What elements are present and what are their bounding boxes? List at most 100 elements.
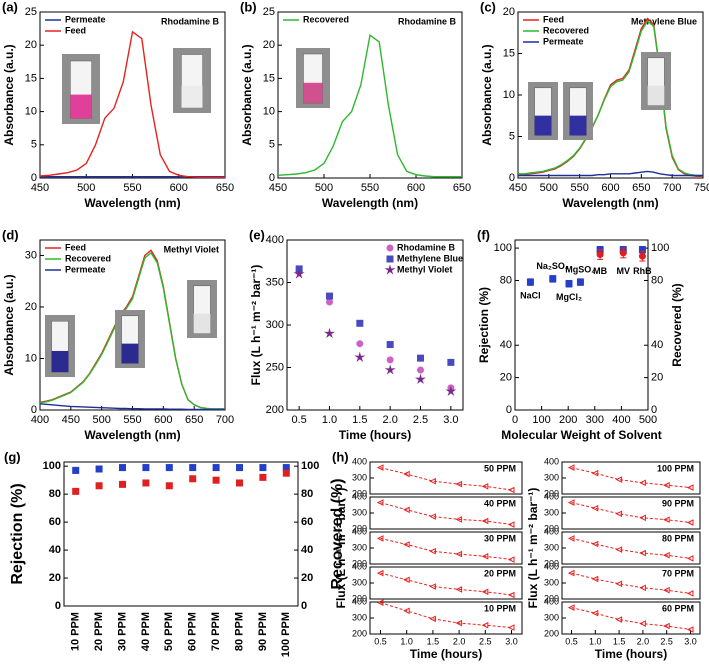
y-tick-label: 400 (352, 561, 367, 571)
inset-liquid (647, 85, 665, 106)
data-line (39, 403, 225, 411)
annotation: 30 PPM (484, 533, 516, 543)
marker (417, 354, 425, 362)
data-line (571, 607, 691, 630)
marker (686, 555, 694, 562)
annotation: 60 PPM (662, 603, 694, 613)
x-tick-label: 100 PPM (280, 612, 292, 657)
y-tick-label: 0 (31, 172, 37, 184)
marker (386, 341, 394, 349)
y-tick-label: 30 (25, 249, 37, 261)
y2-tick-label: 60 (301, 516, 313, 528)
marker (639, 479, 646, 487)
x-tick-label: 550 (123, 182, 141, 194)
marker (526, 278, 534, 286)
x-tick-label: 450 (31, 182, 49, 194)
data-line (518, 170, 703, 177)
marker (403, 541, 410, 548)
marker (615, 546, 623, 553)
x-axis-label: Wavelength (nm) (84, 428, 180, 442)
y-tick-label: 400 (266, 234, 284, 246)
y-tick-label: 200 (544, 558, 559, 568)
y-tick-label: 200 (352, 523, 367, 533)
x-tick-label: 2.5 (479, 636, 492, 646)
y-tick-label: 25 (25, 6, 37, 18)
marker (429, 615, 436, 623)
x-axis-label: Wavelength (nm) (562, 196, 658, 210)
legend-label: Permeate (543, 36, 584, 46)
inset-liquid (51, 350, 69, 373)
y-tick-label: 40 (500, 339, 512, 351)
y-tick-label: 40 (49, 544, 61, 556)
x-axis-label: Time (hours) (410, 647, 482, 661)
y-tick-label: 300 (544, 472, 559, 482)
data-line (518, 17, 703, 177)
x-tick-label: 500 (540, 182, 558, 194)
marker (415, 373, 426, 385)
marker (591, 609, 599, 617)
panel-label: (a) (2, 0, 18, 14)
marker (189, 475, 197, 483)
annotation: 100 PPM (657, 463, 694, 473)
data-line (39, 30, 225, 178)
y2-tick-label: 40 (651, 339, 663, 351)
y-tick-label: 15 (263, 72, 275, 84)
marker (481, 553, 489, 560)
marker (549, 275, 557, 283)
inset-liquid (303, 82, 323, 104)
x-tick-label: 200 (559, 414, 577, 426)
data-line (571, 572, 691, 594)
y-tick-label: 200 (544, 523, 559, 533)
y-tick-label: 300 (352, 472, 367, 482)
marker (481, 483, 489, 490)
marker (72, 466, 80, 474)
x-tick-label: 400 (31, 414, 49, 426)
point-label: MV (617, 266, 631, 276)
panel-label: (d) (2, 227, 19, 242)
x-tick-label: 80 PPM (233, 612, 245, 651)
marker (591, 469, 599, 477)
marker (429, 477, 436, 485)
inset-liquid (121, 343, 139, 364)
marker (663, 481, 670, 489)
marker (95, 465, 103, 473)
panel-label: (g) (4, 449, 21, 464)
data-line (380, 467, 512, 491)
marker (455, 619, 463, 627)
marker (615, 510, 623, 518)
y-tick-label: 100 (494, 242, 512, 254)
y-tick-label: 0 (509, 172, 515, 184)
marker (567, 499, 575, 506)
x-tick-label: 2.0 (383, 414, 398, 426)
legend-label: Recovered (543, 25, 589, 35)
marker (259, 473, 267, 481)
marker (282, 469, 290, 477)
marker (615, 580, 623, 588)
point-label: Na₂SO₄ (536, 261, 569, 271)
marker (95, 482, 103, 490)
marker (325, 292, 333, 300)
y-tick-label: 100 (43, 460, 61, 472)
x-tick-label: 2.5 (660, 636, 673, 646)
legend-label: Permeate (65, 264, 106, 274)
y-axis-label: Flux (L h⁻¹ m⁻² bar⁻¹) (334, 488, 348, 609)
marker (507, 556, 515, 563)
y-tick-label: 10 (25, 352, 37, 364)
marker (376, 599, 384, 606)
marker (403, 506, 410, 514)
y-tick-label: 20 (49, 572, 61, 584)
marker (376, 464, 384, 471)
marker (591, 575, 599, 583)
y2-axis-label: Recovered (%) (329, 478, 346, 589)
marker (259, 464, 267, 472)
y-axis-label: Absorbance (a.u.) (480, 44, 494, 145)
x-tick-label: 70 PPM (210, 612, 222, 651)
x-tick-label: 3.0 (684, 636, 697, 646)
marker (507, 624, 515, 631)
x-tick-label: 1.0 (322, 414, 337, 426)
point-label: MgSO₄ (565, 264, 595, 274)
marker (376, 535, 384, 542)
marker (663, 586, 670, 594)
y-tick-label: 300 (352, 612, 367, 622)
